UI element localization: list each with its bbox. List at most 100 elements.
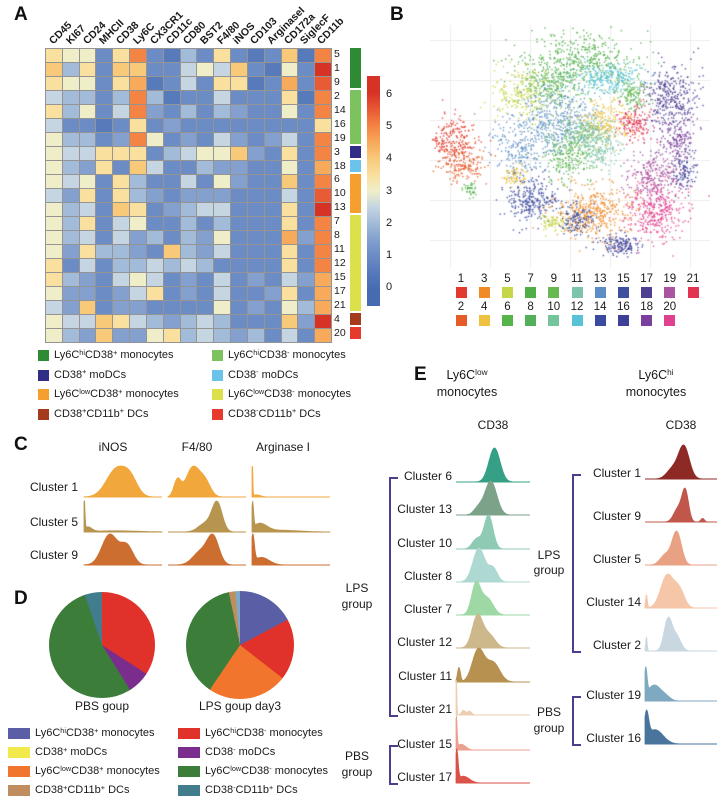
heatmap-cell bbox=[163, 105, 180, 118]
heatmap-cell bbox=[264, 273, 281, 286]
text-part: CD38 bbox=[35, 746, 64, 758]
heatmap-cell bbox=[113, 105, 130, 118]
heatmap-cell bbox=[315, 91, 331, 104]
cluster-number: 15 bbox=[616, 273, 630, 285]
ridge-cluster-12 bbox=[456, 613, 530, 649]
group-bracket bbox=[572, 696, 581, 746]
cluster-swatch bbox=[501, 315, 513, 326]
heatmap-cell bbox=[163, 119, 180, 132]
ridge-cluster-5 bbox=[645, 530, 717, 566]
ridge-path bbox=[645, 530, 717, 566]
heatmap-cell bbox=[281, 49, 298, 62]
ridge-row-label: Cluster 9 bbox=[29, 548, 78, 562]
heatmap-cell bbox=[163, 203, 180, 216]
legend-label: CD38-CD11b+ DCs bbox=[205, 784, 298, 796]
heatmap-cell bbox=[113, 49, 130, 62]
text-part: Ly6C bbox=[54, 388, 80, 400]
heatmap-cell bbox=[231, 301, 247, 314]
ridge-cluster-5-2 bbox=[251, 500, 331, 533]
heatmap-cell bbox=[62, 91, 79, 104]
heatmap-cell bbox=[130, 119, 146, 132]
ridge-row-label: Cluster 9 bbox=[592, 509, 641, 523]
superscript: + bbox=[100, 782, 106, 792]
heatmap-cell bbox=[62, 329, 79, 342]
ridge-row-label: Cluster 12 bbox=[397, 635, 452, 649]
group-bracket bbox=[389, 745, 398, 785]
heatmap-row-annotation bbox=[350, 48, 361, 341]
heatmap-cell bbox=[315, 231, 331, 244]
heatmap-cell bbox=[46, 91, 62, 104]
ridge-row-label: Cluster 1 bbox=[592, 466, 641, 480]
heatmap-cell bbox=[79, 133, 96, 146]
text-part: moDCs bbox=[258, 368, 299, 381]
legend-label: CD38+ moDCs bbox=[35, 744, 107, 758]
legend-item: CD38-CD11b+ DCs bbox=[212, 407, 321, 420]
text-part: monocytes bbox=[103, 765, 160, 777]
superscript: low bbox=[475, 368, 488, 378]
text-part: CD38 bbox=[258, 349, 288, 361]
heatmap-row-label: 14 bbox=[334, 103, 346, 116]
ridge-path bbox=[645, 444, 717, 480]
heatmap-cell bbox=[197, 301, 214, 314]
heatmap-cell bbox=[197, 259, 214, 272]
ridge-row-label: Cluster 1 bbox=[29, 480, 78, 494]
heatmap-cell bbox=[146, 77, 163, 90]
heatmap-cell bbox=[79, 161, 96, 174]
heatmap-cell bbox=[180, 273, 197, 286]
heatmap-row-label: 1 bbox=[334, 61, 340, 74]
heatmap-cell bbox=[315, 301, 331, 314]
superscript: hi bbox=[253, 347, 259, 357]
heatmap-cell bbox=[231, 77, 247, 90]
heatmap-cell bbox=[298, 49, 315, 62]
ridge-cluster-19 bbox=[644, 666, 717, 702]
heatmap-cell bbox=[281, 147, 298, 160]
cluster-number: 7 bbox=[527, 273, 534, 285]
heatmap-cell bbox=[130, 77, 146, 90]
heatmap-row-labels: 5 1 9 2 14 16 19 3 18 6 10 13 7 8 11 12 15 17 21 4 20 bbox=[334, 48, 350, 341]
cluster-swatch bbox=[478, 315, 490, 326]
superscript: + bbox=[63, 744, 68, 754]
ridge-row-label: Cluster 15 bbox=[397, 737, 452, 751]
heatmap-cell bbox=[96, 63, 113, 76]
heatmap-cell bbox=[298, 119, 315, 132]
heatmap-cell bbox=[62, 175, 79, 188]
ridge-path bbox=[251, 533, 330, 566]
heatmap-cell bbox=[214, 161, 231, 174]
heatmap-cell bbox=[130, 133, 146, 146]
cluster-number: 6 bbox=[504, 301, 511, 313]
heatmap-cell bbox=[264, 147, 281, 160]
heatmap-cell bbox=[247, 301, 264, 314]
heatmap-cell bbox=[146, 315, 163, 328]
heatmap-cell bbox=[231, 287, 247, 300]
heatmap-cell bbox=[96, 119, 113, 132]
legend-swatch bbox=[178, 728, 200, 739]
ridge-row-label: Cluster 17 bbox=[397, 770, 452, 784]
text-part: monocytes bbox=[294, 388, 351, 400]
group-label: LPS group bbox=[533, 547, 565, 578]
cluster-swatch bbox=[594, 287, 606, 298]
legend-item: CD38+ moDCs bbox=[38, 368, 126, 381]
heatmap-cell bbox=[180, 315, 197, 328]
heatmap-cell bbox=[247, 315, 264, 328]
legend-swatch bbox=[8, 747, 30, 758]
ridge-cluster-1 bbox=[645, 444, 717, 480]
ridge-cluster-9 bbox=[645, 487, 717, 523]
panel-e-label: E bbox=[414, 364, 427, 385]
cluster-number: 16 bbox=[616, 301, 630, 313]
ridge-path bbox=[168, 533, 246, 566]
e-right-title: Ly6Chi monocytes bbox=[625, 368, 687, 399]
colorbar-tick-label: 6 bbox=[386, 88, 393, 100]
heatmap-row-label: 18 bbox=[334, 159, 346, 172]
heatmap-cell bbox=[247, 161, 264, 174]
heatmap-row-label: 16 bbox=[334, 117, 346, 130]
heatmap-cell bbox=[62, 231, 79, 244]
heatmap-cell bbox=[113, 133, 130, 146]
heatmap-cell bbox=[113, 245, 130, 258]
heatmap-row-label: 7 bbox=[334, 215, 340, 228]
heatmap-cell bbox=[130, 91, 146, 104]
ridge-path bbox=[644, 666, 717, 702]
heatmap-annotation-block bbox=[350, 173, 361, 214]
cluster-swatch bbox=[548, 287, 560, 298]
heatmap-cell bbox=[315, 273, 331, 286]
heatmap-cell bbox=[231, 217, 247, 230]
